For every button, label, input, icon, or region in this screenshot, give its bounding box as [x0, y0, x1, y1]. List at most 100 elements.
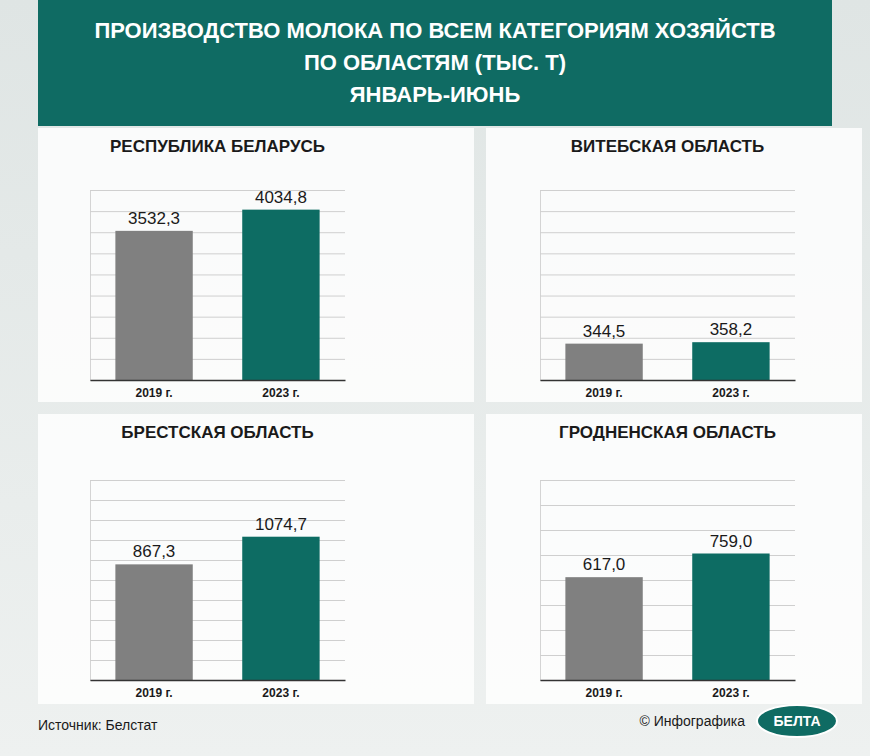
grid-line [540, 317, 795, 318]
y-tick [540, 338, 795, 339]
panel-background [38, 128, 474, 402]
grid-line [540, 211, 795, 212]
canvas: ПРОИЗВОДСТВО МОЛОКА ПО ВСЕМ КАТЕГОРИЯМ Х… [0, 0, 870, 756]
grid-line [540, 680, 795, 681]
bar [115, 564, 192, 680]
data-label: 617,0 [583, 555, 626, 574]
data-label: 344,5 [583, 322, 626, 341]
grid-line [540, 505, 795, 506]
data-label: 759,0 [710, 532, 753, 551]
panel: ГРОДНЕНСКАЯ ОБЛАСТЬ2019 г.2023 г.617,075… [486, 414, 862, 704]
x-tick-label: 2023 г. [712, 386, 749, 400]
grid-line [90, 500, 345, 501]
grid-line [540, 530, 795, 531]
data-label: 1074,7 [255, 515, 307, 534]
grid-line [90, 680, 345, 681]
y-axis-line [541, 481, 796, 681]
panel-title: ВИТЕБСКАЯ ОБЛАСТЬ [571, 137, 764, 156]
y-tick [540, 296, 795, 297]
x-tick-label: 2019 г. [135, 386, 172, 400]
y-tick [90, 380, 345, 381]
panel-background [486, 414, 862, 704]
grid-line [540, 232, 795, 233]
x-axis: 2019 г. 2023 г. [541, 380, 796, 400]
grid-line [90, 380, 345, 381]
y-axis-line [91, 481, 346, 681]
y-axis-line [91, 191, 346, 381]
y-tick [540, 232, 795, 233]
y-tick [90, 680, 345, 681]
grid-line [540, 296, 795, 297]
y-tick [540, 253, 795, 254]
y-tick [540, 211, 795, 212]
x-axis-line [541, 680, 796, 682]
bar [242, 210, 319, 380]
y-axis-line [541, 191, 796, 381]
x-tick-label: 2019 г. [585, 686, 622, 700]
bars [115, 537, 319, 680]
title-banner [38, 0, 832, 126]
x-axis: 2019 г. 2023 г. [541, 680, 796, 700]
grid-line [540, 480, 795, 481]
y-axis [540, 191, 795, 381]
data-label: 867,3 [133, 542, 176, 561]
y-tick [540, 317, 795, 318]
y-tick [540, 480, 795, 481]
bars [115, 210, 319, 380]
panel-title: РЕСПУБЛИКА БЕЛАРУСЬ [110, 137, 325, 156]
bar [565, 344, 642, 380]
grid-line [90, 480, 345, 481]
y-axis [90, 481, 345, 681]
x-axis: 2019 г. 2023 г. [91, 680, 346, 700]
data-label: 358,2 [710, 320, 753, 339]
grid-line [540, 338, 795, 339]
panel: БРЕСТСКАЯ ОБЛАСТЬ 2019 г. 2023 г. 867,3 1074… [38, 414, 474, 704]
x-axis-line [91, 680, 346, 682]
title: ПО ОБЛАСТЯМ (ТЫС. Т) [304, 50, 566, 75]
y-tick [90, 500, 345, 501]
source: Источник: Белстат [38, 717, 158, 733]
grid-line [540, 380, 795, 381]
logo [757, 705, 837, 737]
x-tick: 2019 г. [135, 380, 172, 400]
y-tick [540, 190, 795, 191]
bar [242, 537, 319, 680]
y-tick [540, 680, 795, 681]
credit: © Инфографика [639, 713, 745, 729]
x-tick: 2023 г. [712, 680, 749, 700]
panel: ВИТЕБСКАЯ ОБЛАСТЬ 2019 г. 2023 г. 344,5 358,… [486, 128, 862, 402]
panel-title: БРЕСТСКАЯ ОБЛАСТЬ [121, 423, 313, 442]
grid-line [540, 253, 795, 254]
y-tick [540, 505, 795, 506]
y-axis [540, 481, 795, 681]
x-tick: 2019 г. [585, 680, 622, 700]
bars [565, 342, 769, 380]
x-tick: 2023 г. [262, 380, 299, 400]
x-tick-label: 2023 г. [262, 686, 299, 700]
panel-background [38, 414, 474, 704]
x-tick: 2019 г. [135, 680, 172, 700]
y-tick [540, 530, 795, 531]
y-tick [90, 480, 345, 481]
grid-line [540, 274, 795, 275]
data-label: 3532,3 [128, 209, 180, 228]
x-tick: 2019 г. [585, 380, 622, 400]
x-tick: 2023 г. [712, 380, 749, 400]
bar [692, 342, 769, 380]
bar [115, 231, 192, 380]
x-tick-label: 2019 г. [135, 686, 172, 700]
background [0, 0, 870, 756]
logo-text: БЕЛТА [773, 713, 820, 729]
y-axis [90, 191, 345, 381]
x-tick-label: 2023 г. [712, 686, 749, 700]
bars [565, 554, 769, 681]
bar [565, 577, 642, 680]
x-tick-label: 2019 г. [585, 386, 622, 400]
x-axis-line [91, 380, 346, 382]
title: ЯНВАРЬ-ИЮНЬ [350, 82, 521, 107]
panel: РЕСПУБЛИКА БЕЛАРУСЬ 2019 г. 2023 г. 3532,3 4… [38, 128, 474, 402]
title: ПРОИЗВОДСТВО МОЛОКА ПО ВСЕМ КАТЕГОРИЯМ Х… [94, 18, 775, 43]
bar [692, 554, 769, 681]
data-label: 4034,8 [255, 188, 307, 207]
x-tick-label: 2023 г. [262, 386, 299, 400]
